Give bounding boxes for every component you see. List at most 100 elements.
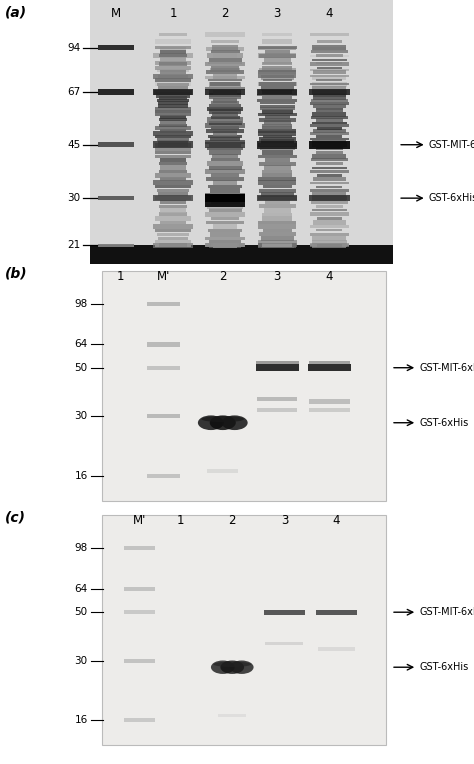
Bar — [147, 342, 180, 347]
Bar — [158, 237, 188, 241]
Bar — [258, 46, 297, 50]
Bar — [257, 99, 297, 102]
Bar — [264, 208, 291, 212]
Bar — [206, 70, 244, 74]
Bar — [98, 142, 134, 147]
Bar — [261, 140, 294, 144]
Bar — [265, 642, 303, 645]
Bar — [153, 243, 193, 248]
Bar — [259, 232, 296, 236]
Bar — [155, 61, 191, 65]
Bar — [159, 54, 187, 57]
Bar — [310, 212, 349, 216]
Bar — [312, 243, 346, 248]
Bar — [211, 216, 239, 220]
Bar — [155, 40, 191, 44]
Bar — [311, 209, 347, 212]
Bar — [258, 196, 297, 200]
Bar — [156, 92, 190, 98]
Text: 16: 16 — [74, 471, 88, 481]
Bar — [317, 127, 342, 130]
Bar — [309, 89, 349, 96]
Bar — [155, 241, 191, 244]
Bar — [317, 244, 342, 246]
Bar — [205, 141, 245, 144]
Bar — [258, 180, 296, 186]
Bar — [160, 115, 186, 119]
Bar — [157, 189, 189, 192]
Bar — [205, 86, 245, 90]
Bar — [312, 243, 347, 248]
Text: 21: 21 — [67, 240, 81, 250]
Bar — [260, 105, 295, 108]
Bar — [312, 142, 347, 147]
Text: GST-6xHis: GST-6xHis — [429, 193, 474, 203]
Bar — [317, 62, 342, 64]
Bar — [160, 120, 186, 125]
Bar — [98, 45, 134, 50]
Bar — [312, 75, 346, 79]
Bar — [310, 170, 349, 173]
Bar — [90, 245, 393, 264]
Bar — [211, 173, 239, 177]
Bar — [257, 141, 297, 149]
Bar — [209, 58, 242, 62]
Bar — [210, 104, 241, 108]
Bar — [261, 75, 294, 79]
Text: 2: 2 — [219, 270, 227, 283]
Text: GST-MIT-6xHis: GST-MIT-6xHis — [419, 363, 474, 373]
Text: 1: 1 — [169, 7, 177, 20]
Bar — [160, 47, 186, 50]
Bar — [159, 170, 187, 173]
Bar — [258, 113, 297, 116]
Bar — [155, 110, 191, 113]
Bar — [205, 76, 245, 79]
Text: 3: 3 — [273, 7, 281, 20]
Bar — [155, 134, 191, 138]
Bar — [207, 161, 243, 167]
Bar — [147, 365, 180, 370]
Bar — [263, 40, 292, 44]
Bar — [209, 90, 241, 95]
Bar — [207, 147, 243, 151]
Bar — [258, 131, 296, 136]
Bar — [210, 158, 240, 161]
Bar — [263, 244, 292, 246]
Bar — [309, 400, 349, 403]
Bar — [263, 186, 292, 188]
Bar — [218, 714, 246, 717]
Ellipse shape — [230, 661, 254, 674]
Bar — [159, 162, 187, 165]
Bar — [312, 196, 347, 200]
Bar — [310, 244, 349, 246]
Bar — [257, 94, 297, 96]
Bar — [205, 212, 245, 216]
Bar — [210, 189, 240, 193]
Bar — [213, 90, 237, 95]
Bar — [212, 112, 238, 117]
Bar — [259, 204, 296, 208]
Bar — [310, 233, 349, 235]
Text: GST-6xHis: GST-6xHis — [419, 418, 469, 428]
Bar — [310, 124, 349, 128]
Text: M': M' — [157, 270, 170, 283]
Bar — [153, 89, 193, 96]
Bar — [158, 243, 188, 247]
Bar — [258, 241, 297, 244]
Bar — [263, 66, 292, 70]
Bar — [205, 169, 245, 173]
Bar — [316, 118, 343, 121]
Bar — [317, 244, 342, 247]
Bar — [258, 73, 296, 79]
Bar — [159, 96, 187, 100]
Bar — [210, 137, 240, 141]
Bar — [311, 99, 347, 102]
Bar — [207, 117, 243, 122]
Bar — [155, 151, 191, 154]
Bar — [309, 195, 349, 202]
Text: 4: 4 — [333, 514, 340, 527]
Bar — [213, 73, 237, 79]
Bar — [205, 194, 246, 207]
Bar — [258, 177, 296, 181]
Bar — [160, 200, 186, 204]
